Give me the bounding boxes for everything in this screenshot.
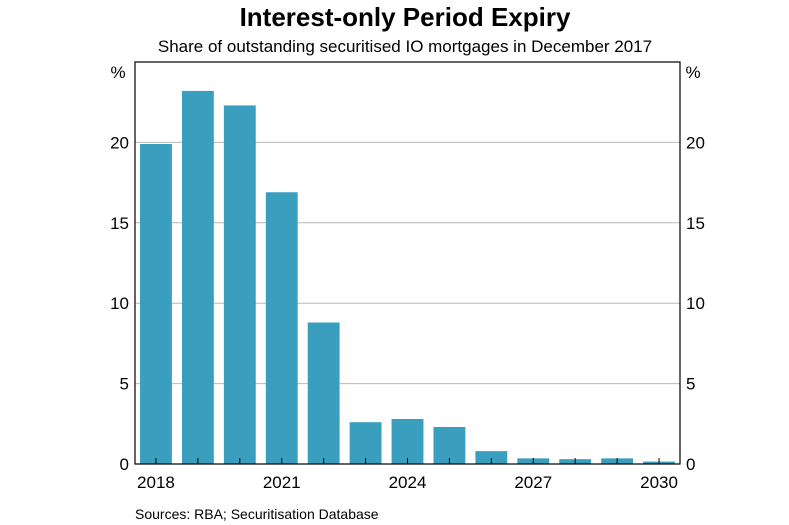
y-tick-label-left: 15	[110, 214, 129, 233]
bar-2020	[223, 105, 256, 464]
bar-2022	[307, 322, 340, 464]
y-tick-label-right: 10	[686, 294, 705, 313]
x-tick-label: 2024	[389, 473, 427, 492]
y-tick-label-right: 20	[686, 133, 705, 152]
y-axis-left: 0 5 10 15 20	[110, 133, 129, 474]
x-axis: 2018 2021 2024 2027 2030	[137, 458, 678, 492]
bars	[140, 90, 675, 465]
bar-2026	[475, 451, 508, 464]
x-tick-label: 2021	[263, 473, 301, 492]
gridlines	[135, 141, 680, 385]
y-tick-label-left: 10	[110, 294, 129, 313]
y-tick-label-left: 0	[120, 455, 129, 474]
chart-subtitle: Share of outstanding securitised IO mort…	[158, 37, 652, 56]
bar-2025	[433, 427, 466, 464]
bar-2019	[181, 90, 214, 464]
y-tick-label-right: 15	[686, 214, 705, 233]
chart-title: Interest-only Period Expiry	[240, 2, 571, 32]
y-tick-label-left: 20	[110, 133, 129, 152]
y-unit-right: %	[685, 63, 700, 82]
bar-2024	[391, 418, 424, 464]
bar-2021	[265, 192, 298, 465]
y-tick-label-right: 0	[686, 455, 695, 474]
bar-2018	[140, 144, 172, 464]
bar-2023	[349, 422, 382, 464]
source-note: Sources: RBA; Securitisation Database	[135, 506, 379, 522]
plot-frame	[134, 61, 681, 465]
x-tick-label: 2018	[137, 473, 175, 492]
x-tick-label: 2030	[640, 473, 678, 492]
y-axis-right: 0 5 10 15 20	[686, 133, 705, 474]
y-unit-left: %	[110, 63, 125, 82]
y-tick-label-right: 5	[686, 375, 695, 394]
y-tick-label-left: 5	[120, 375, 129, 394]
x-tick-label: 2027	[514, 473, 552, 492]
